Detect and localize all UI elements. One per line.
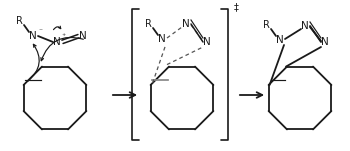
- Text: R: R: [15, 16, 22, 26]
- FancyArrowPatch shape: [28, 44, 39, 81]
- FancyArrowPatch shape: [41, 37, 83, 61]
- Text: R: R: [145, 19, 152, 29]
- Text: ⁺: ⁺: [62, 32, 66, 40]
- Text: N: N: [158, 34, 166, 44]
- Text: R: R: [262, 20, 270, 30]
- Text: N: N: [53, 37, 61, 47]
- Text: N: N: [301, 21, 309, 31]
- Text: N: N: [182, 19, 190, 29]
- Text: N: N: [79, 31, 87, 41]
- Text: ‡: ‡: [233, 2, 238, 12]
- FancyArrowPatch shape: [54, 26, 61, 30]
- Text: N: N: [203, 37, 211, 47]
- Text: N: N: [276, 35, 284, 45]
- Text: N: N: [29, 31, 37, 41]
- Text: ⁻: ⁻: [38, 26, 42, 35]
- Text: N: N: [321, 37, 329, 47]
